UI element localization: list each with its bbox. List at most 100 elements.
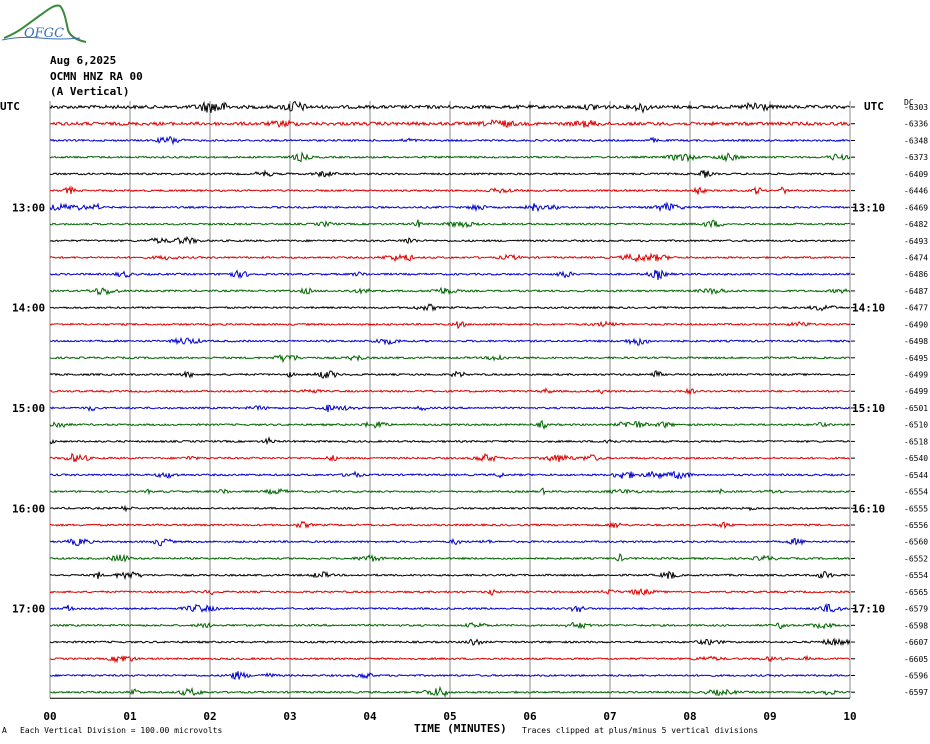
trace-offset-label: -6486 xyxy=(904,270,928,279)
right-time-label: 15:10 xyxy=(852,402,885,415)
trace-line xyxy=(49,570,851,581)
x-tick-label: 03 xyxy=(283,710,296,723)
trace-offset-label: -6518 xyxy=(904,437,928,446)
trace-line xyxy=(49,135,851,146)
trace-offset-label: -6605 xyxy=(904,655,928,664)
trace-offset-label: -6446 xyxy=(904,187,928,196)
trace-line xyxy=(49,671,851,680)
trace-offset-label: -6469 xyxy=(904,203,928,212)
right-time-label: 17:10 xyxy=(852,603,885,616)
scale-note: Each Vertical Division = 100.00 microvol… xyxy=(20,726,223,735)
trace-line xyxy=(49,504,851,513)
left-time-label: 14:00 xyxy=(12,302,45,315)
left-time-label: 16:00 xyxy=(12,502,45,515)
left-time-label: 15:00 xyxy=(12,402,45,415)
trace-line xyxy=(49,169,851,178)
trace-line xyxy=(49,436,851,446)
trace-offset-label: -6596 xyxy=(904,671,928,680)
trace-offset-label: -6598 xyxy=(904,621,928,630)
trace-offset-label: -6348 xyxy=(904,136,928,145)
trace-line xyxy=(49,537,851,547)
trace-line xyxy=(49,353,851,364)
x-tick-label: 01 xyxy=(123,710,137,723)
trace-offset-label: -6490 xyxy=(904,320,928,329)
trace-offset-label: -6540 xyxy=(904,454,928,463)
trace-line xyxy=(49,452,850,463)
trace-line xyxy=(49,269,851,280)
utc-left-label: UTC xyxy=(0,100,20,113)
trace-line xyxy=(49,252,851,263)
trace-line xyxy=(49,552,851,563)
trace-offset-label: -6482 xyxy=(904,220,928,229)
trace-offset-label: -6607 xyxy=(904,638,928,647)
trace-line xyxy=(49,685,851,698)
trace-offset-label: -6499 xyxy=(904,371,928,380)
trace-line xyxy=(49,404,851,413)
trace-offset-label: -6510 xyxy=(904,421,928,430)
trace-offset-label: -6565 xyxy=(904,588,928,597)
left-time-label: 13:00 xyxy=(12,201,45,214)
header-station: OCMN HNZ RA 00 xyxy=(50,70,143,83)
logo-wave xyxy=(1,36,81,41)
trace-line xyxy=(49,100,851,114)
corner-mark: A xyxy=(2,726,7,735)
trace-line xyxy=(49,520,851,530)
trace-offset-label: -6336 xyxy=(904,120,928,129)
x-tick-label: 02 xyxy=(203,710,216,723)
logo-swoosh xyxy=(3,4,87,43)
trace-line xyxy=(50,185,851,195)
trace-offset-label: -6474 xyxy=(904,253,928,262)
trace-line xyxy=(49,219,851,229)
trace-offset-label: -6554 xyxy=(904,488,928,497)
trace-offset-label: -6493 xyxy=(904,237,928,246)
trace-line xyxy=(49,119,851,129)
trace-line xyxy=(49,654,851,664)
dc-label: DC xyxy=(904,98,914,107)
trace-offset-label: -6477 xyxy=(904,304,928,313)
trace-line xyxy=(49,588,851,597)
trace-line xyxy=(49,637,851,646)
trace-line xyxy=(49,286,851,296)
trace-offset-label: -6597 xyxy=(904,688,928,697)
trace-offset-label: -6487 xyxy=(904,287,928,296)
right-time-label: 16:10 xyxy=(852,502,885,515)
x-tick-label: 00 xyxy=(43,710,56,723)
trace-line xyxy=(49,602,851,613)
trace-line xyxy=(49,201,851,213)
logo-text: OFGC xyxy=(24,26,65,41)
x-axis-title: TIME (MINUTES) xyxy=(414,722,507,735)
trace-offset-label: -6579 xyxy=(904,605,928,614)
header-component: (A Vertical) xyxy=(50,85,130,98)
x-tick-label: 09 xyxy=(763,710,776,723)
trace-offset-label: -6373 xyxy=(904,153,928,162)
trace-offset-label: -6556 xyxy=(904,521,928,530)
trace-offset-label: -6303 xyxy=(904,103,928,112)
trace-offset-label: -6555 xyxy=(904,504,928,513)
utc-right-label: UTC xyxy=(864,100,884,113)
trace-offset-label: -6552 xyxy=(904,554,928,563)
header-date: Aug 6,2025 xyxy=(50,54,117,67)
trace-line xyxy=(49,419,851,430)
trace-line xyxy=(49,387,851,396)
trace-offset-label: -6409 xyxy=(904,170,928,179)
trace-offset-label: -6498 xyxy=(904,337,928,346)
x-tick-label: 04 xyxy=(363,710,377,723)
trace-line xyxy=(49,470,851,480)
trace-line xyxy=(49,151,851,163)
trace-offset-label: -6560 xyxy=(904,538,928,547)
trace-line xyxy=(49,320,851,330)
trace-offset-label: -6501 xyxy=(904,404,928,413)
trace-line xyxy=(49,336,851,346)
x-tick-label: 08 xyxy=(683,710,696,723)
x-tick-label: 05 xyxy=(443,710,456,723)
right-time-label: 13:10 xyxy=(852,201,885,214)
clip-note: Traces clipped at plus/minus 5 vertical … xyxy=(522,726,759,735)
trace-offset-label: -6554 xyxy=(904,571,928,580)
trace-line xyxy=(49,235,851,245)
x-tick-label: 10 xyxy=(843,710,856,723)
trace-line xyxy=(49,487,850,496)
logo xyxy=(1,4,87,43)
x-tick-label: 06 xyxy=(523,710,537,723)
left-time-label: 17:00 xyxy=(12,603,45,616)
